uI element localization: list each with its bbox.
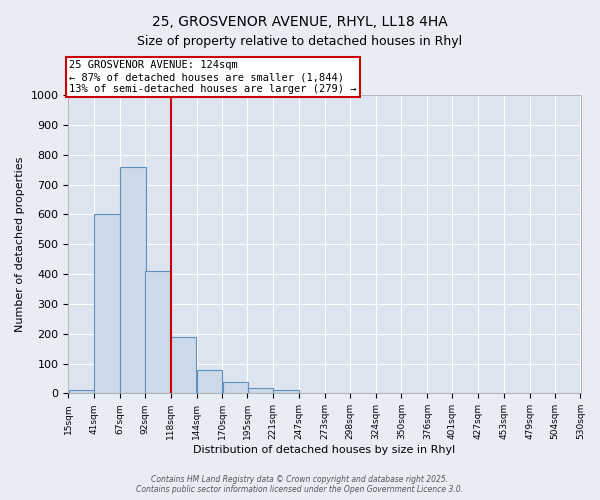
Y-axis label: Number of detached properties: Number of detached properties (15, 156, 25, 332)
Bar (94, 214, 120, 394)
Bar (274, 390, 299, 394)
Bar (197, 370, 222, 394)
Text: Contains HM Land Registry data © Crown copyright and database right 2025.
Contai: Contains HM Land Registry data © Crown c… (137, 475, 464, 494)
Bar (171, 336, 196, 394)
Bar (68, 390, 94, 394)
Bar (223, 382, 248, 394)
Text: 25, GROSVENOR AVENUE, RHYL, LL18 4HA: 25, GROSVENOR AVENUE, RHYL, LL18 4HA (152, 15, 448, 29)
X-axis label: Distribution of detached houses by size in Rhyl: Distribution of detached houses by size … (193, 445, 455, 455)
Text: 25 GROSVENOR AVENUE: 124sqm
← 87% of detached houses are smaller (1,844)
13% of : 25 GROSVENOR AVENUE: 124sqm ← 87% of det… (69, 60, 357, 94)
Bar (120, 166, 146, 394)
Text: Size of property relative to detached houses in Rhyl: Size of property relative to detached ho… (137, 35, 463, 48)
Bar (145, 271, 170, 394)
Bar (248, 388, 273, 394)
